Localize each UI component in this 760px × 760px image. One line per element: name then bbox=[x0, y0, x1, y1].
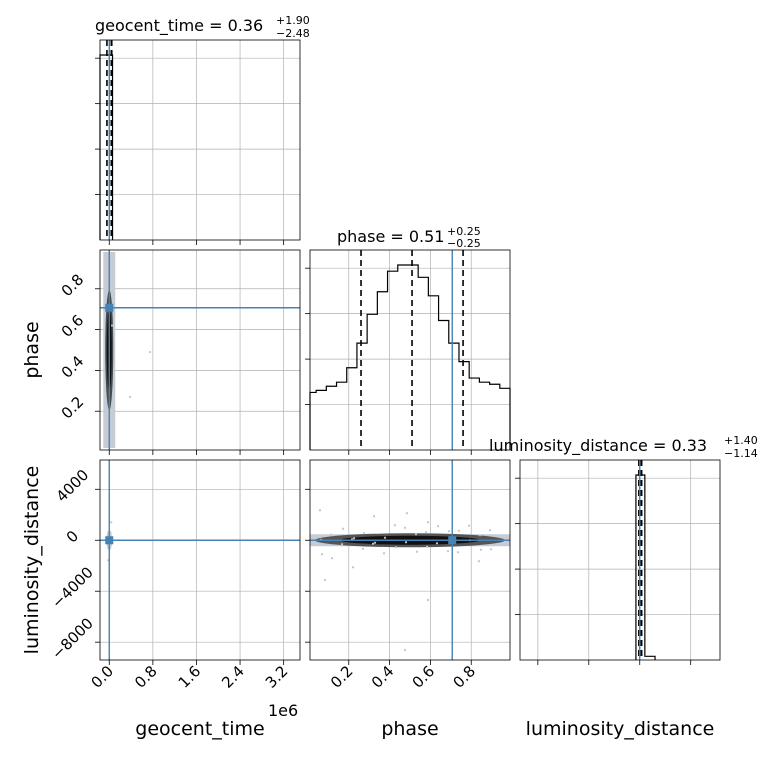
panel-phase-luminosity-distance-sample-point bbox=[340, 543, 344, 546]
xlabel-luminosity-distance: luminosity_distance bbox=[526, 718, 715, 740]
panel-phase-luminosity-distance-sample-point bbox=[435, 542, 439, 545]
ytick-label-phase: 0.2 bbox=[58, 393, 88, 423]
panel-phase-luminosity-distance-sample-point bbox=[436, 525, 440, 528]
panel-phase-luminosity-distance-sample-point bbox=[403, 526, 407, 529]
panel-phase-luminosity-distance-sample-point bbox=[426, 598, 430, 602]
panel-phase-luminosity-distance-sample-point bbox=[382, 552, 386, 555]
ylabel-phase: phase bbox=[21, 321, 43, 378]
panel-phase-luminosity-distance-sample-point bbox=[414, 533, 418, 536]
panel-phase-luminosity-distance-sample-point bbox=[393, 524, 397, 527]
panel-phase-luminosity-distance-sample-point bbox=[371, 542, 375, 545]
hist-phase-frame bbox=[309, 249, 511, 451]
panel-phase-luminosity-distance-sample-point bbox=[424, 531, 428, 534]
ytick-label-luminosity_distance: 0 bbox=[63, 527, 82, 546]
panel-phase-luminosity-distance-sample-point bbox=[477, 560, 481, 563]
panel-phase-luminosity-distance-sample-point bbox=[329, 533, 333, 536]
xtick-label-geocent_time: 2.4 bbox=[218, 662, 248, 692]
panel-geocent-time-phase-truth-marker bbox=[105, 303, 114, 312]
panel-phase-luminosity-distance-sample-point bbox=[488, 529, 492, 532]
hist-geocent_time-frame bbox=[99, 39, 301, 241]
panel-phase-luminosity-distance-sample-point bbox=[351, 566, 355, 569]
panel-phase-luminosity-distance-truth-marker bbox=[448, 536, 457, 545]
xtick-label-geocent_time: 0.0 bbox=[87, 662, 117, 692]
panel-phase-luminosity-distance-sample-point bbox=[457, 529, 461, 532]
panel-phase-luminosity-distance-sample-point bbox=[372, 515, 376, 518]
panel-phase-luminosity-distance-frame bbox=[309, 459, 511, 661]
panel-geocent-time-luminosity-distance-sample-point bbox=[110, 521, 113, 524]
xtick-label-phase: 0.8 bbox=[449, 662, 479, 692]
panel-phase-luminosity-distance-sample-point bbox=[362, 532, 366, 535]
ytick-label-luminosity_distance: −4000 bbox=[48, 563, 97, 612]
panel-phase-luminosity-distance-sample-point bbox=[373, 541, 377, 544]
panel-phase-luminosity-distance-sample-point bbox=[446, 550, 450, 553]
panel-phase-luminosity-distance-sample-point bbox=[478, 534, 482, 537]
title-luminosity-distance: luminosity_distance = 0.33 bbox=[489, 436, 707, 456]
panel-geocent-time-phase-sample-point bbox=[110, 324, 114, 327]
panel-phase-luminosity-distance-sample-point bbox=[447, 530, 451, 533]
title-geocent-time-plus: +1.90 bbox=[276, 14, 310, 27]
panel-geocent-time-luminosity-distance-truth-marker bbox=[105, 536, 114, 545]
panel-phase-luminosity-distance-sample-point bbox=[318, 509, 322, 512]
panel-phase-luminosity-distance-sample-point bbox=[323, 578, 327, 582]
panel-geocent-time-luminosity-distance-frame bbox=[99, 459, 301, 661]
ytick-label-phase: 0.4 bbox=[58, 352, 88, 382]
panel-phase-luminosity-distance-sample-point bbox=[352, 537, 356, 540]
panel-phase-luminosity-distance-sample-point bbox=[456, 551, 460, 554]
panel-phase-luminosity-distance-sample-point bbox=[403, 648, 407, 652]
title-geocent-time: geocent_time = 0.36 bbox=[95, 16, 263, 36]
title-phase-plus: +0.25 bbox=[447, 225, 481, 238]
panel-phase-luminosity-distance-sample-point bbox=[426, 521, 430, 524]
panel-geocent-time-phase-frame bbox=[99, 249, 301, 451]
title-phase-minus: −0.25 bbox=[447, 237, 481, 250]
panel-geocent-time-phase-sample-point bbox=[128, 395, 132, 399]
xlabel-geocent-time: geocent_time bbox=[135, 718, 264, 740]
xtick-label-phase: 0.4 bbox=[368, 662, 398, 692]
panel-phase-luminosity-distance-sample-point bbox=[425, 545, 429, 548]
panel-phase-luminosity-distance-sample-point bbox=[404, 541, 408, 544]
offset-text: 1e6 bbox=[268, 701, 298, 720]
panel-phase-luminosity-distance-sample-point bbox=[415, 550, 419, 553]
title-luminosity-distance-plus: +1.40 bbox=[724, 434, 758, 447]
xtick-label-geocent_time: 1.6 bbox=[175, 662, 205, 692]
ytick-label-phase: 0.6 bbox=[58, 311, 88, 341]
title-phase: phase = 0.51 bbox=[337, 227, 444, 246]
panel-phase-luminosity-distance-sample-point bbox=[394, 546, 398, 549]
hist-phase-step bbox=[309, 264, 511, 450]
title-luminosity-distance-minus: −1.14 bbox=[724, 447, 758, 460]
panel-phase-luminosity-distance-sample-point bbox=[330, 557, 334, 560]
ylabel-luminosity-distance: luminosity_distance bbox=[21, 466, 43, 655]
panel-geocent-time-phase-sample-point bbox=[148, 350, 152, 354]
xlabel-phase: phase bbox=[381, 718, 438, 740]
ytick-label-luminosity_distance: 4000 bbox=[53, 466, 93, 506]
xtick-label-geocent_time: 3.2 bbox=[262, 662, 292, 692]
panel-phase-luminosity-distance-sample-point bbox=[467, 524, 471, 527]
hist-luminosity_distance-frame bbox=[519, 459, 721, 661]
panel-phase-luminosity-distance-sample-point bbox=[405, 512, 409, 515]
xtick-label-phase: 0.6 bbox=[409, 662, 439, 692]
panel-phase-luminosity-distance-sample-point bbox=[479, 548, 483, 551]
panel-phase-luminosity-distance-sample-point bbox=[361, 547, 365, 550]
panel-phase-luminosity-distance-sample-point bbox=[320, 553, 324, 556]
panel-phase-luminosity-distance-sample-point bbox=[341, 527, 345, 530]
hist-luminosity_distance-step bbox=[635, 474, 656, 660]
xtick-label-phase: 0.2 bbox=[327, 662, 357, 692]
xtick-label-geocent_time: 0.8 bbox=[131, 662, 161, 692]
title-geocent-time-minus: −2.48 bbox=[276, 27, 310, 40]
ytick-label-luminosity_distance: −8000 bbox=[48, 614, 97, 663]
panel-phase-luminosity-distance-sample-point bbox=[383, 536, 387, 539]
ytick-label-phase: 0.8 bbox=[58, 270, 88, 300]
panel-phase-luminosity-distance-sample-point bbox=[489, 548, 493, 551]
